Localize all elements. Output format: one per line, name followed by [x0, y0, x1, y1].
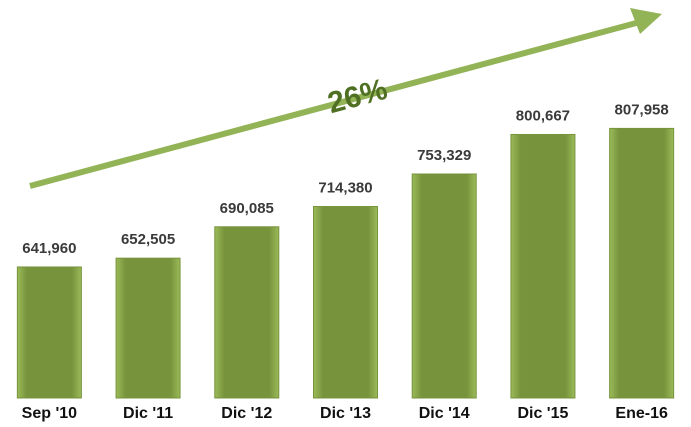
- arrow-head: [630, 8, 662, 34]
- value-label: 800,667: [516, 107, 570, 124]
- trend-arrow: [29, 19, 641, 189]
- x-tick-label: Dic '14: [419, 405, 470, 422]
- x-tick-label: Sep '10: [22, 405, 77, 422]
- bar: [313, 206, 378, 399]
- value-label: 714,380: [318, 179, 372, 196]
- bar: [214, 226, 280, 399]
- x-tick-label: Dic '13: [320, 405, 371, 422]
- value-label: 753,329: [417, 147, 471, 164]
- bar: [609, 127, 675, 399]
- value-label: 690,085: [220, 200, 274, 217]
- x-tick-label: Dic '15: [517, 405, 568, 422]
- bar: [115, 257, 181, 399]
- x-tick-label: Ene-16: [615, 405, 668, 422]
- value-label: 652,505: [121, 231, 175, 248]
- x-tick-label: Dic '11: [123, 405, 173, 422]
- bar: [16, 266, 82, 399]
- bar: [411, 173, 477, 399]
- x-tick-label: Dic '12: [221, 405, 272, 422]
- value-label: 641,960: [22, 240, 76, 257]
- value-label: 807,958: [615, 101, 669, 118]
- bar: [510, 133, 576, 399]
- growth-annotation: 26%: [324, 73, 391, 120]
